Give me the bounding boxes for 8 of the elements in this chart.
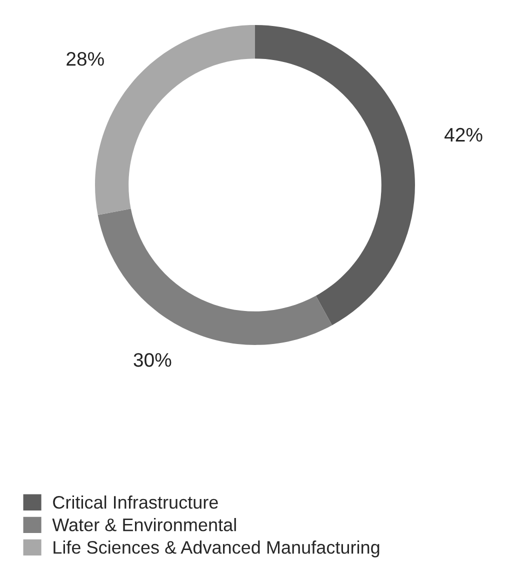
legend-label: Life Sciences & Advanced Manufacturing bbox=[54, 540, 380, 558]
donut-slice bbox=[255, 25, 415, 326]
data-label: 28% bbox=[66, 52, 104, 66]
legend-label: Water & Environmental bbox=[52, 518, 236, 532]
data-label: 30% bbox=[134, 353, 172, 367]
legend-label: Critical Infrastructure bbox=[53, 495, 218, 509]
data-label: 42% bbox=[444, 128, 482, 142]
donut-slice bbox=[98, 208, 332, 345]
